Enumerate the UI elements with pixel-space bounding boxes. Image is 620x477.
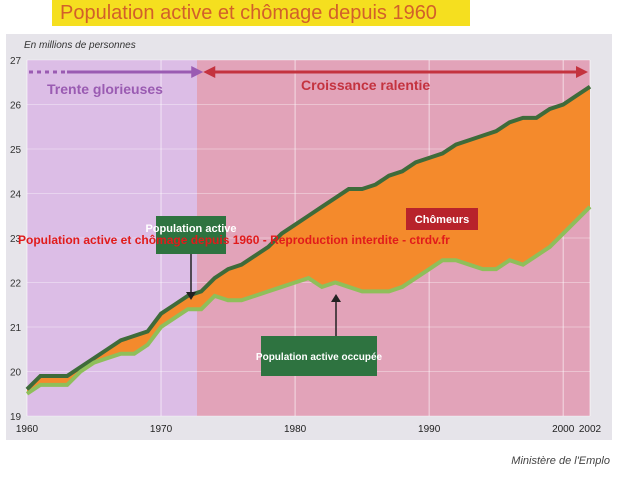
series-line-population-active-occupee xyxy=(25,205,592,396)
watermark: Population active et chômage depuis 1960… xyxy=(18,233,450,247)
source-credit: Ministère de l'Emplo xyxy=(511,455,610,467)
chart-panel: 19 20 21 22 23 24 25 26 27 1960 1970 1980 1990 2000 2… xyxy=(6,34,612,440)
chart-title: Population active et chômage depuis 1960 xyxy=(60,2,437,24)
x-tick-label: 2000 xyxy=(552,424,575,435)
callout-occupee-arrowhead xyxy=(331,294,341,302)
chomeurs-area xyxy=(27,86,590,394)
y-tick-label: 24 xyxy=(10,190,22,201)
period-glorieuses-arrowhead xyxy=(191,66,204,78)
y-axis-label: En millions de personnes xyxy=(24,40,136,51)
callout-active-arrowhead xyxy=(186,292,196,300)
y-tick-label: 22 xyxy=(10,279,22,290)
x-tick-label: 1960 xyxy=(16,424,39,435)
x-tick-label: 1980 xyxy=(284,424,307,435)
y-tick-label: 26 xyxy=(10,101,22,112)
y-tick-label: 21 xyxy=(10,323,22,334)
chomeurs-label: Chômeurs xyxy=(415,214,469,226)
x-tick-label: 1970 xyxy=(150,424,173,435)
period-glorieuses-label: Trente glorieuses xyxy=(47,81,163,97)
x-tick-label: 1990 xyxy=(418,424,441,435)
y-tick-label: 23 xyxy=(10,234,22,245)
x-tick-label: 2002 xyxy=(579,424,602,435)
callout-occupee-text: Population active occupée xyxy=(256,352,383,363)
callout-active-line1: Population active xyxy=(145,223,236,235)
callout-active-box xyxy=(156,216,226,254)
chart-svg: 19 20 21 22 23 24 25 26 27 1960 1970 1980 1990 2000 2… xyxy=(10,40,602,435)
period-ralentie-arrowhead-left xyxy=(203,66,216,78)
chomeurs-label-box xyxy=(406,208,478,230)
y-tick-label: 19 xyxy=(10,412,22,423)
series-line-population-active xyxy=(25,85,592,391)
period-ralentie-label: Croissance ralentie xyxy=(301,77,430,93)
y-tick-label: 25 xyxy=(10,145,22,156)
period-ralentie-arrowhead-right xyxy=(576,66,588,78)
title-banner xyxy=(52,0,470,26)
y-tick-label: 27 xyxy=(10,56,22,67)
y-tick-label: 20 xyxy=(10,368,22,379)
callout-occupee-box xyxy=(261,336,377,376)
